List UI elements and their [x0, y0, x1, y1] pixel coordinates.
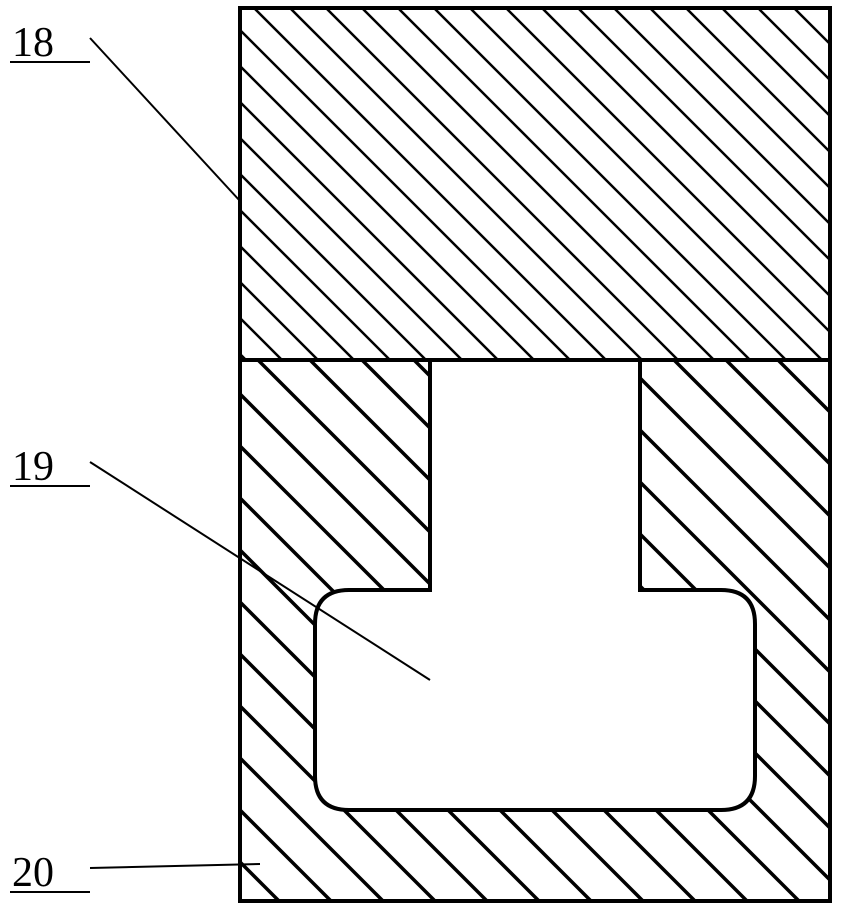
label-18: 18 — [12, 20, 54, 66]
leader-line-2 — [90, 864, 260, 868]
label-19: 19 — [12, 444, 54, 490]
leader-line-0 — [90, 38, 240, 201]
label-20: 20 — [12, 850, 54, 896]
